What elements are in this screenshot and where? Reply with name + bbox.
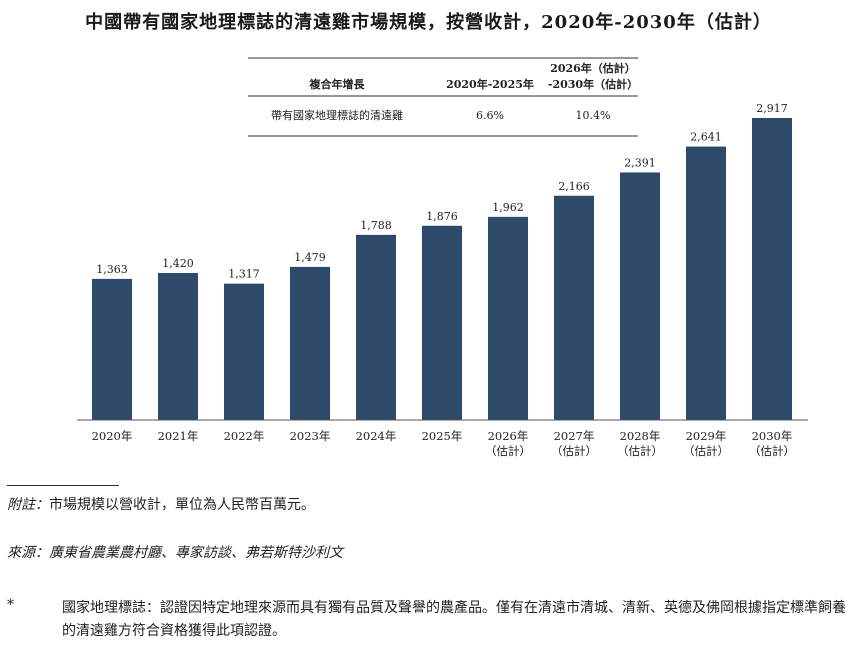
bar-7 — [554, 195, 594, 420]
bar-value-label-6: 1,962 — [492, 201, 524, 214]
bar-5 — [422, 225, 462, 420]
note-line: 附註：市場規模以營收計，單位為人民幣百萬元。 — [7, 494, 315, 514]
bar-value-label-10: 2,917 — [756, 102, 788, 115]
bar-value-label-8: 2,391 — [624, 156, 656, 169]
bar-9 — [686, 146, 726, 420]
note-text: 市場規模以營收計，單位為人民幣百萬元。 — [49, 497, 315, 513]
bar-10 — [752, 118, 792, 420]
x-tick-label-7: 2027年（估計） — [551, 429, 597, 458]
cagr-col1-header: 2020年-2025年 — [446, 77, 534, 91]
bar-value-label-5: 1,876 — [426, 210, 458, 223]
x-tick-label-8: 2028年（估計） — [617, 429, 663, 458]
source-label: 來源： — [7, 545, 49, 561]
x-tick-labels: 2020年 2021年 2022年 2023年 2024年 2025年 2026年（估計） 2… — [92, 429, 795, 458]
x-tick-label-1: 2021年 — [158, 429, 199, 443]
chart-title: 中國帶有國家地理標誌的清遠雞市場規模，按營收計，2020年-2030年（估計） — [85, 12, 772, 33]
bars-group: 1,363 1,420 1,317 1,479 1,788 1,876 1,962 2,166… — [92, 102, 792, 420]
bar-value-label-2: 1,317 — [228, 268, 260, 281]
x-tick-label-0: 2020年 — [92, 429, 133, 443]
x-tick-label-10: 2030年（估計） — [749, 429, 795, 458]
cagr-row-label: 帶有國家地理標誌的清遠雞 — [271, 108, 403, 122]
note-label: 附註： — [7, 497, 49, 513]
cagr-col1-value: 6.6% — [476, 109, 504, 122]
bar-2 — [224, 283, 264, 420]
x-tick-label-4: 2024年 — [356, 429, 397, 443]
bar-0 — [92, 278, 132, 420]
bar-6 — [488, 216, 528, 420]
cagr-col2-header-line2: -2030年（估計） — [548, 77, 638, 91]
bar-1 — [158, 272, 198, 420]
x-tick-label-6: 2026年（估計） — [485, 429, 531, 458]
bar-value-label-0: 1,363 — [96, 263, 128, 276]
cagr-table: 複合年增長 2020年-2025年 2026年（估計） -2030年（估計） 帶… — [248, 57, 638, 137]
bar-value-label-1: 1,420 — [162, 257, 194, 270]
source-line: 來源：廣東省農業農村廳、專家訪談、弗若斯特沙利文 — [7, 542, 343, 562]
cagr-col2-value: 10.4% — [576, 109, 611, 122]
cagr-col2-header-line1: 2026年（估計） — [550, 61, 636, 75]
bar-chart: 複合年增長 2020年-2025年 2026年（估計） -2030年（估計） 帶… — [77, 57, 808, 458]
footnote-text: 國家地理標誌：認證因特定地理來源而具有獨有品質及聲譽的農產品。僅有在清遠市清城、… — [62, 600, 846, 639]
bar-8 — [620, 172, 660, 420]
x-tick-label-3: 2023年 — [290, 429, 331, 443]
x-tick-label-9: 2029年（估計） — [683, 429, 729, 458]
x-tick-label-5: 2025年 — [422, 429, 463, 443]
x-tick-label-2: 2022年 — [224, 429, 265, 443]
bar-value-label-4: 1,788 — [360, 219, 392, 232]
bar-value-label-3: 1,479 — [294, 251, 326, 264]
bar-4 — [356, 234, 396, 420]
footnote-mark: * — [7, 597, 14, 613]
source-text: 廣東省農業農村廳、專家訪談、弗若斯特沙利文 — [49, 545, 343, 561]
bar-value-label-9: 2,641 — [690, 131, 722, 144]
bar-3 — [290, 266, 330, 420]
footnote-rule — [7, 485, 119, 486]
bar-value-label-7: 2,166 — [558, 180, 590, 193]
cagr-header-label: 複合年增長 — [309, 77, 366, 91]
